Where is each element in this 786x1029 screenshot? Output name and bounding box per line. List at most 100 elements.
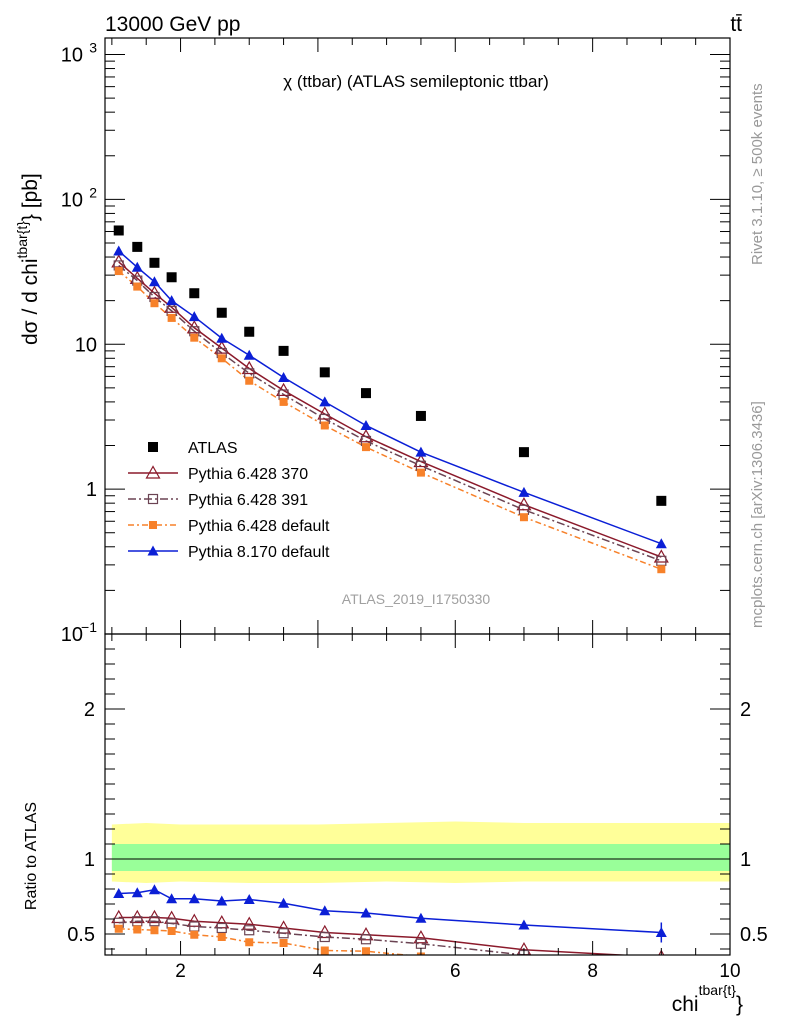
ratio-line-1 <box>118 920 542 955</box>
bottom-ylabel: Ratio to ATLAS <box>23 802 40 910</box>
ratio-point-2-0 <box>114 924 123 933</box>
x-tick-label-2: 2 <box>175 961 186 982</box>
ratio-point-3-0 <box>113 888 125 898</box>
ratio-point-3-4 <box>188 893 200 904</box>
ratio-point-0-6 <box>241 916 257 930</box>
data-point-2-12 <box>656 555 667 566</box>
data-point-1-11 <box>516 497 532 511</box>
main-title: χ (ttbar) (ATLAS semileptonic ttbar) <box>283 72 549 91</box>
ratio-point-1-6 <box>244 925 255 936</box>
data-point-4-9 <box>360 419 372 430</box>
ratio-y-label-right-0: 0.5 <box>740 924 768 946</box>
y-tick-exp-4: 3 <box>89 40 97 56</box>
ratio-point-3-5 <box>216 895 228 906</box>
ratio-point-3-11 <box>518 919 530 930</box>
data-point-3-5 <box>217 354 226 363</box>
ratio-y-label-left-0: 0.5 <box>67 924 95 946</box>
data-point-3-12 <box>657 565 666 574</box>
ratio-point-1-12 <box>657 957 666 966</box>
data-point-3-4 <box>190 333 199 342</box>
data-point-0-8 <box>319 367 330 378</box>
data-point-0-4 <box>189 288 200 299</box>
y-tick-label-3: 10 <box>61 189 83 211</box>
data-point-1-8 <box>317 406 333 420</box>
data-point-3-11 <box>519 513 528 522</box>
legend: ATLAS Pythia 6.428 370 Pythia 6.428 391 Pyt… <box>128 440 330 561</box>
ratio-point-3-7 <box>278 897 290 908</box>
ratio-point-2-3 <box>167 927 176 935</box>
legend-label-0: ATLAS <box>188 440 238 457</box>
watermark: ATLAS_2019_I1750330 <box>342 591 491 607</box>
x-tick-label-10: 10 <box>719 961 740 982</box>
ratio-point-1-8 <box>319 931 330 943</box>
x-tick-label-6: 6 <box>450 961 461 982</box>
ratio-point-3-10 <box>415 912 427 923</box>
data-point-4-1 <box>131 261 143 272</box>
legend-marker-1 <box>145 465 161 479</box>
ratio-point-2-7 <box>279 939 288 947</box>
ratio-point-1-7 <box>278 928 289 939</box>
data-point-3-3 <box>167 313 176 322</box>
ratio-point-1-2 <box>149 916 160 927</box>
y-tick-label-0: 10 <box>61 624 83 646</box>
data-point-4-2 <box>148 276 160 287</box>
data-point-3-0 <box>114 267 123 276</box>
legend-label-2: Pythia 6.428 391 <box>188 492 308 509</box>
data-point-4-8 <box>319 396 331 407</box>
legend-marker-4 <box>147 545 159 556</box>
ratio-y-label-right-2: 2 <box>740 699 751 721</box>
legend-label-4: Pythia 8.170 default <box>188 544 330 561</box>
data-point-0-3 <box>166 272 177 283</box>
series-line-2 <box>118 264 662 562</box>
x-tick-label-8: 8 <box>587 961 598 982</box>
y-tick-label-2: 10 <box>75 334 97 356</box>
legend-label-1: Pythia 6.428 370 <box>188 466 308 483</box>
ratio-point-2-1 <box>133 925 142 934</box>
data-point-3-1 <box>133 282 142 291</box>
data-point-4-4 <box>188 311 200 322</box>
ratio-point-2-9 <box>361 947 370 955</box>
ratio-point-2-12 <box>657 965 665 973</box>
ratio-line-2 <box>118 928 414 955</box>
data-point-4-11 <box>518 486 530 497</box>
data-point-3-8 <box>320 421 329 430</box>
data-point-0-11 <box>518 447 529 458</box>
ratio-line-0 <box>118 916 634 955</box>
ratio-band-inner <box>111 844 730 871</box>
ratio-y-label-left-2: 2 <box>84 699 95 721</box>
ratio-plot: 2 4 6 8 100.5 0.51 12 2 <box>67 633 768 982</box>
data-point-0-10 <box>415 410 426 421</box>
ratio-point-2-6 <box>245 938 254 947</box>
ratio-point-0-9 <box>358 927 374 941</box>
data-point-4-12 <box>655 538 667 549</box>
ratio-point-3-6 <box>243 894 255 904</box>
ratio-series-group <box>111 884 667 973</box>
data-point-4-3 <box>166 295 178 306</box>
y-tick-exp-0: −1 <box>81 619 97 635</box>
data-point-0-12 <box>656 495 667 506</box>
ratio-point-3-8 <box>319 905 331 916</box>
data-point-3-7 <box>279 397 288 406</box>
ratio-point-3-9 <box>360 907 372 918</box>
y-tick-label-1: 1 <box>86 479 97 501</box>
ratio-y-label-right-1: 1 <box>740 849 751 871</box>
legend-label-3: Pythia 6.428 default <box>188 518 330 535</box>
ratio-point-2-4 <box>190 930 199 939</box>
ratio-point-0-8 <box>317 924 333 939</box>
data-point-0-5 <box>216 307 227 318</box>
data-point-4-5 <box>216 332 228 343</box>
data-point-3-9 <box>361 443 370 452</box>
data-point-3-2 <box>150 299 159 308</box>
data-point-1-6 <box>241 360 257 375</box>
top-ylabel: dσ / d chitbar{t}} [pb] <box>14 173 42 345</box>
data-point-1-5 <box>214 340 230 354</box>
legend-marker-2 <box>147 493 159 505</box>
y-tick-exp-3: 2 <box>89 184 97 200</box>
data-point-4-10 <box>415 446 427 457</box>
data-point-0-0 <box>113 225 124 236</box>
data-point-0-1 <box>132 241 143 252</box>
ratio-point-1-9 <box>360 934 372 945</box>
header-right: tt̄ <box>730 13 742 36</box>
data-point-4-7 <box>278 371 290 382</box>
